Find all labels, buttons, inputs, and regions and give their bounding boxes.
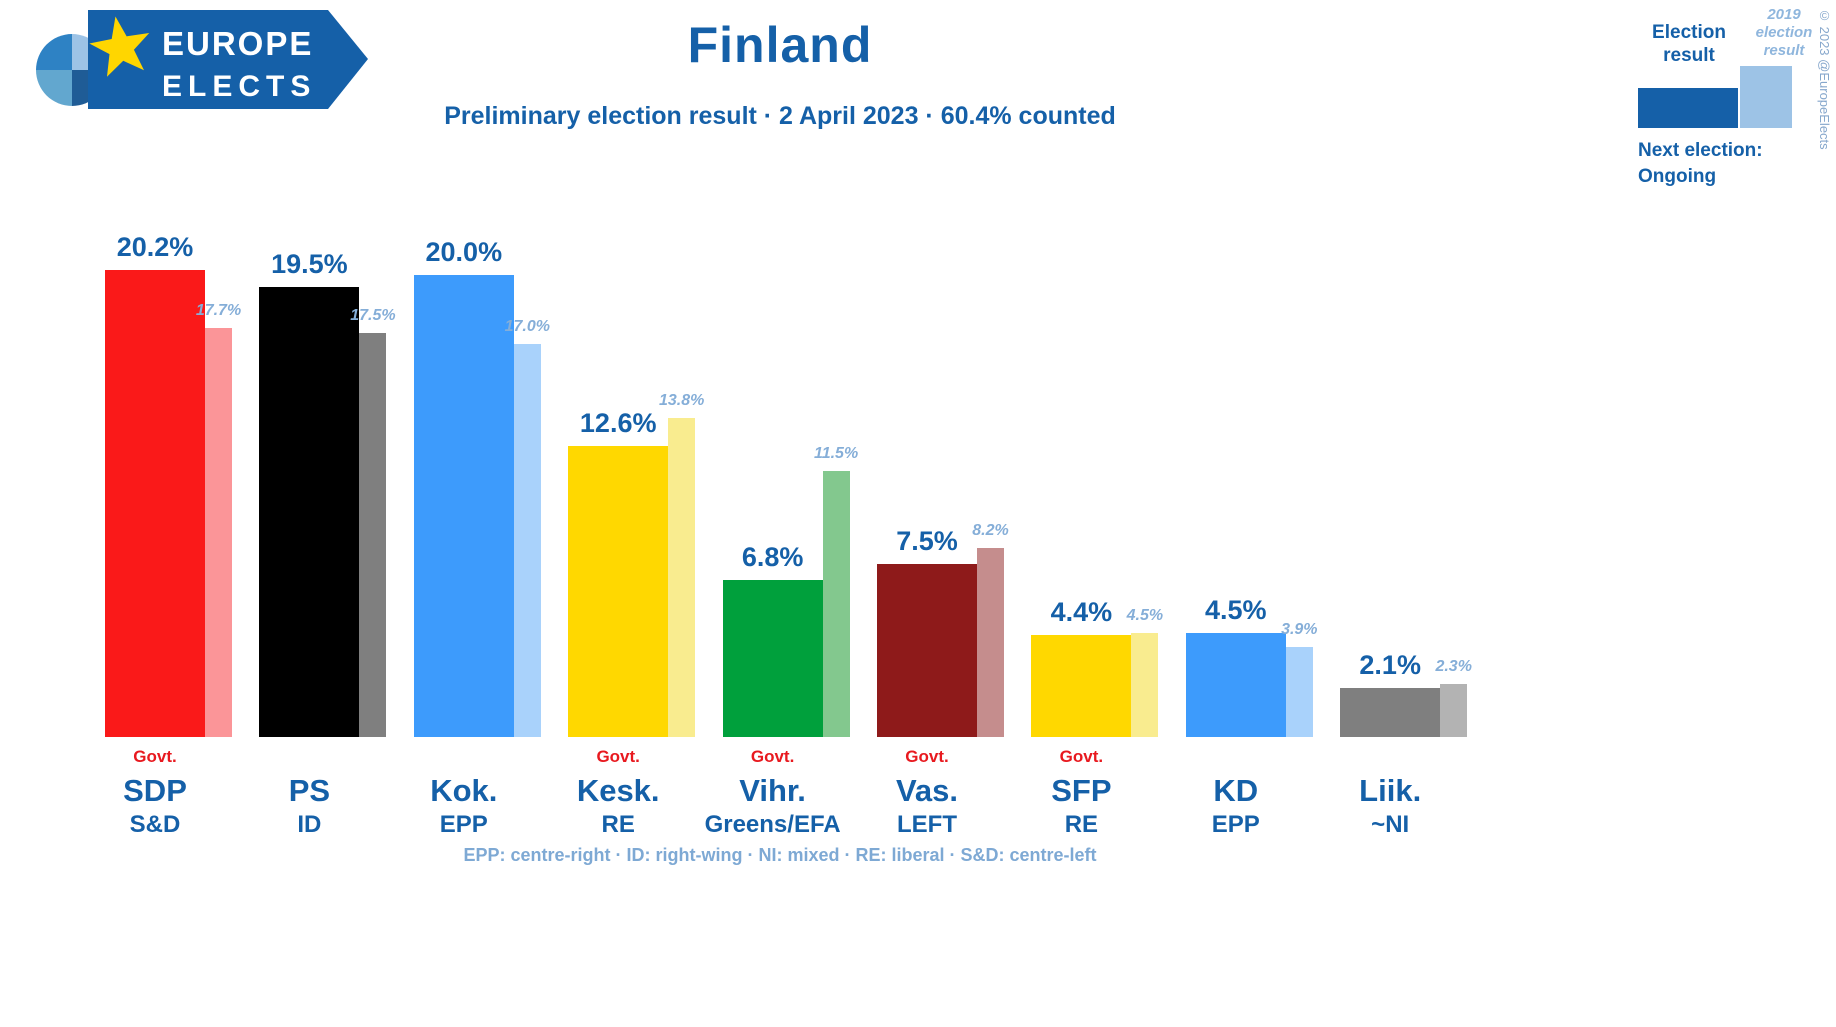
previous-value-label: 13.8% bbox=[659, 392, 705, 410]
bar-current bbox=[1031, 635, 1132, 737]
current-value-label: 4.4% bbox=[1050, 597, 1113, 628]
current-value-label: 7.5% bbox=[896, 525, 958, 556]
bar-previous bbox=[977, 547, 1004, 737]
party-group: ~NI bbox=[1371, 811, 1410, 838]
europe-elects-logo: EUROPE ELECTS bbox=[36, 10, 368, 109]
next-election-label: Next election: bbox=[1638, 140, 1763, 161]
bar-previous bbox=[205, 328, 232, 737]
previous-value-label: 3.9% bbox=[1281, 620, 1318, 638]
bar-previous bbox=[1285, 646, 1313, 737]
previous-value-label: 17.5% bbox=[350, 306, 396, 324]
party-group: RE bbox=[1064, 811, 1099, 838]
party-group: EPP bbox=[439, 811, 488, 838]
previous-value-label: 17.0% bbox=[504, 318, 550, 336]
previous-value-label: 2.3% bbox=[1435, 657, 1472, 675]
current-value-label: 20.2% bbox=[116, 232, 194, 263]
current-value-label: 2.1% bbox=[1359, 650, 1421, 681]
current-value-label: 6.8% bbox=[741, 541, 804, 572]
party-abbr: KD bbox=[1213, 773, 1259, 808]
current-value-label: 19.5% bbox=[271, 248, 348, 279]
party-abbr: Vihr. bbox=[739, 773, 806, 808]
legend-previous-swatch bbox=[1740, 66, 1792, 128]
party-group: LEFT bbox=[897, 811, 957, 838]
legend-previous-label: 2019 election result bbox=[1755, 6, 1813, 59]
logo-star-icon bbox=[89, 16, 150, 77]
bar-current bbox=[568, 445, 669, 737]
bar-current bbox=[1185, 633, 1286, 737]
bar-current bbox=[1340, 688, 1441, 737]
bar-current bbox=[259, 286, 360, 737]
bar-current bbox=[413, 275, 514, 737]
govt-label: Govt. bbox=[905, 747, 949, 766]
page-title: Finland bbox=[687, 17, 873, 73]
group-key-footnote: EPP: centre-right · ID: right-wing · NI:… bbox=[463, 845, 1097, 865]
next-election-value: Ongoing bbox=[1638, 166, 1717, 187]
govt-label: Govt. bbox=[1059, 747, 1104, 766]
party-abbr: Vas. bbox=[895, 773, 959, 808]
previous-value-label: 11.5% bbox=[814, 445, 859, 463]
bar-previous bbox=[1131, 633, 1159, 737]
party-abbr: Liik. bbox=[1359, 773, 1422, 808]
party-group: EPP bbox=[1211, 811, 1260, 838]
party-group: S&D bbox=[129, 811, 181, 838]
bar-previous bbox=[822, 471, 850, 737]
bar-current bbox=[722, 579, 823, 737]
bar-previous bbox=[359, 332, 387, 737]
party-abbr: Kesk. bbox=[576, 773, 660, 808]
party-group: RE bbox=[601, 811, 635, 838]
bar-current bbox=[105, 270, 205, 737]
current-value-label: 12.6% bbox=[579, 407, 657, 438]
party-abbr: SDP bbox=[123, 773, 187, 808]
party-group: ID bbox=[297, 811, 322, 838]
previous-value-label: 17.7% bbox=[195, 302, 242, 320]
logo-banner bbox=[88, 10, 368, 109]
bar-previous bbox=[668, 418, 696, 737]
current-value-label: 20.0% bbox=[425, 237, 503, 267]
copyright-note: © 2023 @EuropeElects bbox=[1817, 8, 1832, 150]
bar-current bbox=[877, 563, 977, 737]
legend-current-label: Election result bbox=[1652, 22, 1726, 66]
logo-text-line2: ELECTS bbox=[162, 70, 316, 103]
previous-value-label: 8.2% bbox=[972, 521, 1009, 539]
bar-previous bbox=[1440, 683, 1468, 737]
current-value-label: 4.5% bbox=[1205, 595, 1267, 626]
previous-value-label: 4.5% bbox=[1126, 607, 1164, 625]
page-subtitle: Preliminary election result · 2 April 20… bbox=[444, 102, 1116, 130]
legend-current-swatch bbox=[1638, 88, 1738, 128]
govt-label: Govt. bbox=[750, 747, 795, 766]
party-abbr: PS bbox=[288, 773, 331, 808]
logo-text-line1: EUROPE bbox=[162, 25, 313, 62]
bar-previous bbox=[513, 344, 541, 737]
govt-label: Govt. bbox=[596, 747, 640, 766]
party-group: Greens/EFA bbox=[704, 811, 841, 838]
party-abbr: SFP bbox=[1051, 773, 1112, 808]
govt-label: Govt. bbox=[133, 747, 177, 766]
party-abbr: Kok. bbox=[430, 773, 498, 808]
